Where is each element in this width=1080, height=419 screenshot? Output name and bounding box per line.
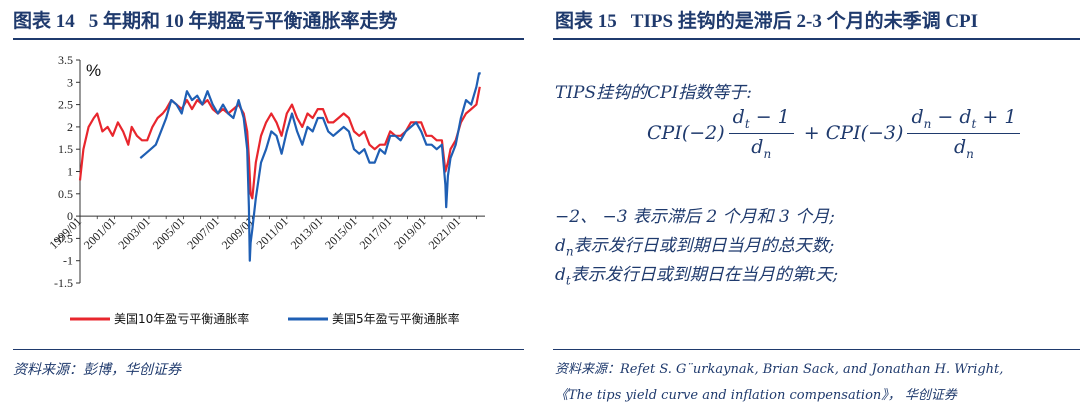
y-tick-label: 3 [67,75,73,89]
term1-fraction: dt − 1 dn [728,106,794,161]
term1-numerator: dt − 1 [732,106,790,131]
x-tick-label: 2011/01 [254,214,291,251]
x-tick-label: 2017/01 [357,214,395,252]
plus-sign: + [797,122,826,145]
formula-intro: TIPS挂钩的CPI指数等于: [555,83,753,103]
y-tick-label: 2.5 [58,98,73,112]
cpi-formula: CPI(−2) dt − 1 dn + CPI(−3) dn − dt + 1 … [647,106,1024,161]
legend-label-5y: 美国5年盈亏平衡通胀率 [332,311,460,326]
source-line-1: 资料来源：Refet S. G¨urkaynak, Brian Sack, an… [555,362,1004,377]
x-tick-label: 2003/01 [115,214,153,252]
source-line-2: 《The tips yield curve and inflation comp… [555,388,957,403]
y-tick-label: 0 [67,209,73,223]
figure-15-number: 图表 15 [555,11,617,32]
term2-numerator: dn − dt + 1 [911,106,1017,131]
series-line-5y [139,72,481,262]
figure-14-number: 图表 14 [13,11,75,32]
note-dn-definition: dn表示发行日或到期日当月的总天数; [555,236,835,259]
term1-denominator: dn [751,135,772,161]
x-tick-label: 2001/01 [81,214,119,252]
source-rule [553,349,1080,350]
series-line-10y [78,86,481,200]
term2-denominator: dn [953,135,974,161]
x-tick-label: 2007/01 [184,214,222,252]
y-tick-label: 1 [67,165,73,179]
figure-14-source: 资料来源：彭博，华创证券 [13,357,530,383]
figure-15-caption: TIPS 挂钩的是滞后 2-3 个月的未季调 CPI [630,11,979,32]
term2-fraction: dn − dt + 1 dn [907,106,1021,161]
note-lag-months: −2、 −3 表示滞后 2 个月和 3 个月; [555,207,835,227]
x-tick-label: 2013/01 [288,214,326,252]
figure-15-title: 图表 15 TIPS 挂钩的是滞后 2-3 个月的未季调 CPI [555,6,1080,33]
title-rule [13,38,524,40]
source-text: 资料来源：彭博，华创证券 [13,362,181,378]
x-tick-label: 2019/01 [391,214,429,252]
y-tick-label: -1.5 [54,276,73,290]
y-tick-label: -1 [63,254,73,268]
x-tick-label: 2021/01 [426,214,464,252]
fraction-bar [907,132,1021,134]
x-tick-label: 1999/01 [46,214,84,252]
y-tick-label: -0.5 [54,231,73,245]
breakeven-inflation-chart: 3.5 3 2.5 2 1.5 1 0.5 0 -0.5 -1 -1.5% 1999/012001/0… [46,53,485,326]
right-figure-panel: 图表 15 TIPS 挂钩的是滞后 2-3 个月的未季调 CPI TIPS挂钩的C… [553,0,1080,419]
title-rule [553,38,1080,40]
y-axis-unit-label: % [86,61,101,80]
x-tick-label: 2015/01 [322,214,360,252]
term1-coefficient: CPI(−2) [647,122,725,145]
term2-coefficient: CPI(−3) [825,122,904,145]
legend-label-10y: 美国10年盈亏平衡通胀率 [114,311,249,326]
note-dt-definition: dt表示发行日或到期日在当月的第t天; [555,265,839,288]
y-tick-label: 3.5 [58,53,73,67]
source-rule [13,349,524,350]
left-figure-panel: 图表 14 5 年期和 10 年期盈亏平衡通胀率走势 3.5 3 2.5 2 1.5 1 0.… [0,0,530,419]
figure-15-source: 资料来源：Refet S. G¨urkaynak, Brian Sack, an… [555,357,1080,409]
y-tick-label: 2 [67,120,73,134]
y-tick-label: 0.5 [58,187,73,201]
fraction-bar [728,132,794,134]
figure-14-title: 图表 14 5 年期和 10 年期盈亏平衡通胀率走势 [13,6,530,33]
x-tick-label: 2005/01 [150,214,188,252]
figure-14-caption: 5 年期和 10 年期盈亏平衡通胀率走势 [88,11,398,32]
y-tick-label: 1.5 [58,142,73,156]
